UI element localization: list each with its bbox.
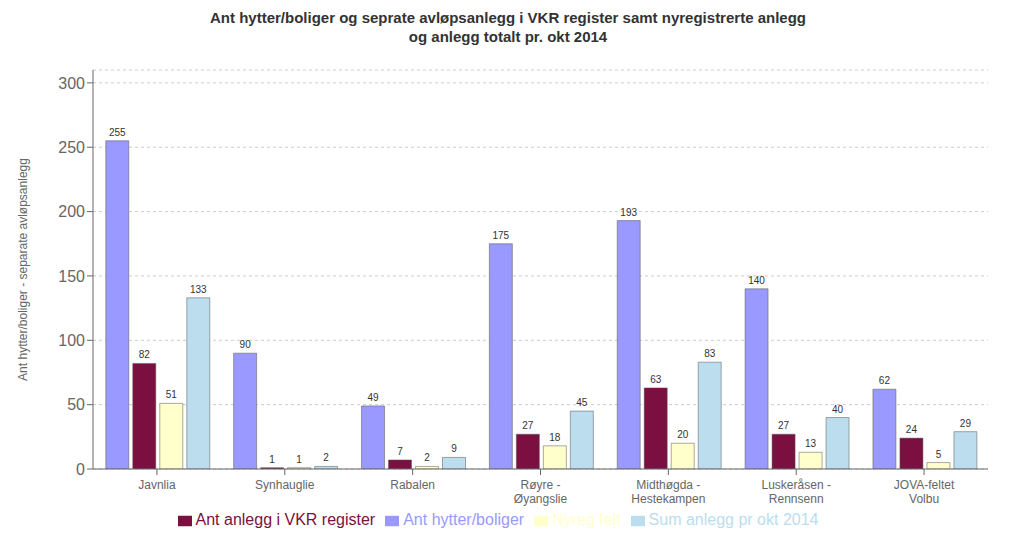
svg-text:Synhauglie: Synhauglie	[255, 478, 315, 492]
svg-text:Luskeråsen -Rennsenn: Luskeråsen -Rennsenn	[762, 478, 831, 506]
svg-text:9: 9	[451, 443, 457, 454]
svg-text:250: 250	[58, 139, 85, 156]
svg-text:27: 27	[778, 420, 790, 431]
svg-text:82: 82	[139, 349, 151, 360]
svg-text:49: 49	[367, 392, 379, 403]
svg-text:100: 100	[58, 332, 85, 349]
svg-text:40: 40	[832, 404, 844, 415]
svg-text:20: 20	[677, 429, 689, 440]
svg-text:63: 63	[650, 374, 662, 385]
svg-text:JOVA-feltetVolbu: JOVA-feltetVolbu	[894, 478, 955, 506]
svg-text:29: 29	[960, 418, 972, 429]
svg-text:200: 200	[58, 203, 85, 220]
html-text:Ant hytter/boliger og seprate: Ant hytter/boliger og seprate avløpsanle…	[210, 9, 806, 45]
svg-text:45: 45	[576, 397, 588, 408]
svg-text:27: 27	[522, 420, 534, 431]
html-text:Nyreg felt: Nyreg felt	[552, 511, 621, 528]
html-text:Sum anlegg pr okt 2014: Sum anlegg pr okt 2014	[648, 511, 819, 528]
svg-text:2: 2	[323, 452, 329, 463]
svg-text:Ant hytter/boliger - separate: Ant hytter/boliger - separate avløpsanle…	[16, 158, 30, 381]
svg-text:Midthøgda -Hestekampen: Midthøgda -Hestekampen	[631, 478, 705, 506]
svg-text:Røyre -Øyangslie: Røyre -Øyangslie	[514, 478, 568, 506]
svg-text:133: 133	[190, 284, 207, 295]
svg-text:1: 1	[296, 454, 302, 465]
svg-text:7: 7	[397, 446, 403, 457]
svg-text:62: 62	[879, 375, 891, 386]
svg-text:Rabalen: Rabalen	[390, 478, 435, 492]
svg-text:51: 51	[166, 389, 178, 400]
svg-text:175: 175	[493, 230, 510, 241]
svg-text:193: 193	[620, 207, 637, 218]
svg-text:13: 13	[805, 438, 817, 449]
svg-text:150: 150	[58, 268, 85, 285]
svg-text:24: 24	[906, 424, 918, 435]
html-text:Ant anlegg i VKR register: Ant anlegg i VKR register	[195, 511, 376, 528]
svg-text:Javnlia: Javnlia	[138, 478, 176, 492]
svg-text:5: 5	[936, 449, 942, 460]
svg-text:0: 0	[76, 461, 85, 478]
svg-text:300: 300	[58, 75, 85, 92]
html-text:Ant hytter/boliger: Ant hytter/boliger	[403, 511, 525, 528]
svg-text:90: 90	[240, 339, 252, 350]
svg-text:1: 1	[269, 454, 275, 465]
svg-text:255: 255	[109, 127, 126, 138]
svg-text:50: 50	[67, 396, 85, 413]
svg-text:83: 83	[704, 348, 716, 359]
svg-text:18: 18	[549, 432, 561, 443]
svg-text:2: 2	[424, 452, 430, 463]
svg-text:140: 140	[748, 275, 765, 286]
